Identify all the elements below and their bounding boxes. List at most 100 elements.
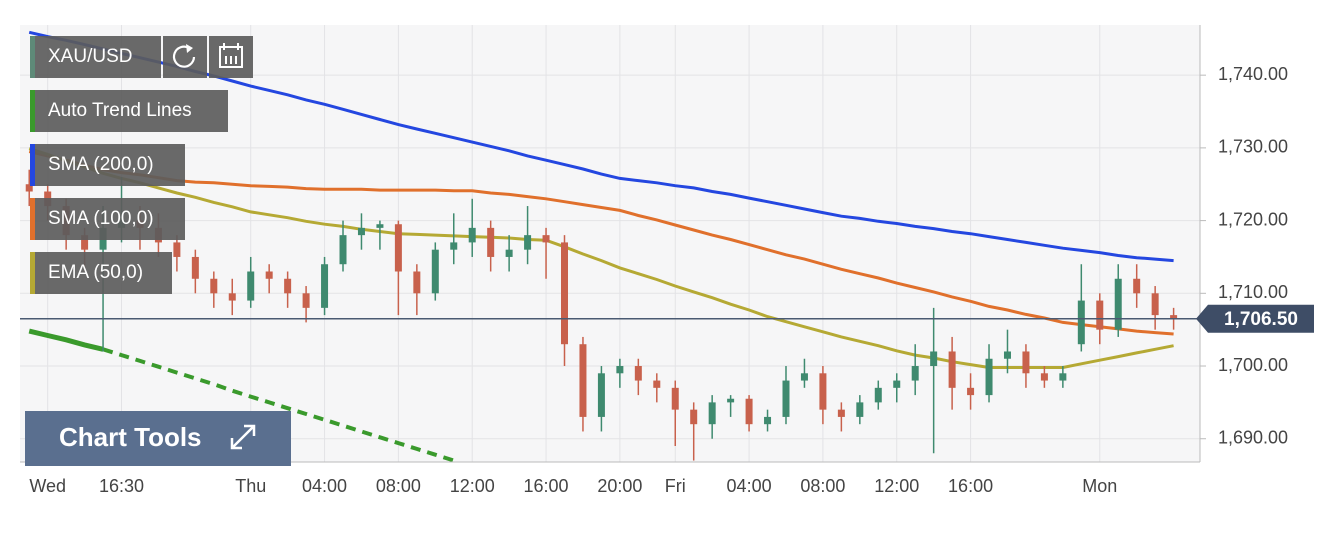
- x-tick-label: 16:30: [99, 476, 144, 496]
- legend-item[interactable]: Auto Trend Lines: [30, 90, 228, 132]
- legend-swatch[interactable]: [30, 144, 35, 186]
- candle-body: [321, 264, 329, 308]
- candle-body: [1003, 351, 1011, 359]
- candle-body: [468, 227, 476, 243]
- candle-body: [708, 402, 716, 425]
- legend-item[interactable]: SMA (200,0): [30, 144, 185, 186]
- candle-body: [339, 235, 347, 265]
- legend-swatch[interactable]: [30, 36, 35, 78]
- x-tick-label: 16:00: [948, 476, 993, 496]
- legend-item[interactable]: XAU/USD: [30, 36, 161, 78]
- candle-body: [431, 249, 439, 294]
- x-tick-label: 16:00: [524, 476, 569, 496]
- legend-box[interactable]: [30, 144, 185, 186]
- candle-body: [837, 409, 845, 417]
- last-price-tag: [1196, 304, 1314, 333]
- x-tick-label: Thu: [235, 476, 266, 496]
- candle-body: [394, 224, 402, 272]
- candle-body: [690, 409, 698, 425]
- candle-body: [228, 293, 236, 301]
- candle-body: [284, 278, 292, 294]
- candle-body: [561, 242, 569, 345]
- candle-body: [524, 235, 532, 250]
- legend-box[interactable]: [30, 36, 161, 78]
- last-price-label: 1,706.50: [1224, 309, 1298, 330]
- x-tick-label: 12:00: [874, 476, 919, 496]
- legend-box[interactable]: [30, 252, 172, 294]
- legend-label[interactable]: Auto Trend Lines: [48, 100, 192, 121]
- x-tick-label: 04:00: [727, 476, 772, 496]
- candle-body: [893, 380, 901, 388]
- chart-tools-button[interactable]: Chart Tools: [25, 411, 291, 466]
- candle-body: [81, 235, 89, 250]
- calendar-button[interactable]: [209, 36, 253, 78]
- candle-body: [745, 398, 753, 425]
- legend-box[interactable]: [30, 90, 228, 132]
- refresh-button[interactable]: [163, 36, 207, 78]
- candle-body: [800, 373, 808, 381]
- legend: XAU/USD Auto Trend Lines SMA (200,0) SMA (1…: [30, 36, 228, 294]
- candle-body: [413, 271, 421, 294]
- candle-body: [579, 344, 587, 417]
- candle-body: [376, 224, 384, 228]
- candle-body: [616, 366, 624, 374]
- x-tick-label: 20:00: [597, 476, 642, 496]
- axes: 1,690.00 1,700.00 1,710.00 1,720.00 1,730.00…: [29, 64, 1288, 496]
- candle-body: [727, 398, 735, 403]
- legend-label[interactable]: SMA (100,0): [48, 208, 154, 229]
- legend-label[interactable]: XAU/USD: [48, 46, 132, 67]
- y-tick-label: 1,730.00: [1218, 137, 1288, 157]
- candle-body: [1170, 315, 1178, 319]
- y-tick-label: 1,740.00: [1218, 64, 1288, 84]
- candle-body: [1151, 293, 1159, 316]
- candle-body: [450, 242, 458, 250]
- candle-body: [265, 271, 273, 279]
- legend-swatch[interactable]: [30, 252, 35, 294]
- legend-swatch[interactable]: [30, 198, 35, 240]
- candle-body: [1133, 278, 1141, 294]
- overlay-line: [28, 147, 1174, 369]
- candle-body: [1077, 300, 1085, 345]
- x-tick-label: 08:00: [800, 476, 845, 496]
- legend-swatch[interactable]: [30, 90, 35, 132]
- candle-body: [948, 351, 956, 388]
- legend-item[interactable]: SMA (100,0): [30, 198, 185, 240]
- legend-item[interactable]: EMA (50,0): [30, 252, 172, 294]
- candle-body: [782, 380, 790, 417]
- candle-body: [671, 387, 679, 410]
- x-tick-label: 12:00: [450, 476, 495, 496]
- x-tick-label: Fri: [665, 476, 686, 496]
- candle-body: [985, 358, 993, 396]
- chart-tools-label[interactable]: Chart Tools: [59, 422, 202, 452]
- candle-body: [930, 351, 938, 367]
- overlay-line: [28, 150, 1174, 336]
- y-tick-label: 1,720.00: [1218, 209, 1288, 229]
- legend-box[interactable]: [30, 198, 185, 240]
- candle-body: [505, 249, 513, 257]
- candle-body: [487, 227, 495, 257]
- candle-body: [764, 416, 772, 425]
- candle-body: [1114, 278, 1122, 330]
- x-tick-label: Wed: [29, 476, 66, 496]
- x-tick-label: Mon: [1082, 476, 1117, 496]
- candle-body: [302, 293, 310, 308]
- candle-body: [1096, 300, 1104, 330]
- candle-body: [247, 271, 255, 301]
- legend-label[interactable]: EMA (50,0): [48, 262, 143, 283]
- candle-body: [1059, 373, 1067, 381]
- candle-body: [25, 184, 33, 192]
- y-tick-label: 1,700.00: [1218, 355, 1288, 375]
- candle-body: [856, 402, 864, 417]
- legend-label[interactable]: SMA (200,0): [48, 154, 154, 175]
- candle-body: [634, 366, 642, 381]
- candle-body: [1022, 351, 1030, 374]
- y-tick-label: 1,710.00: [1218, 282, 1288, 302]
- trend-line-projection: [102, 347, 455, 462]
- candle-body: [597, 373, 605, 417]
- candle-body: [911, 366, 919, 381]
- y-tick-label: 1,690.00: [1218, 427, 1288, 447]
- candle-body: [967, 387, 975, 396]
- candle-body: [819, 373, 827, 410]
